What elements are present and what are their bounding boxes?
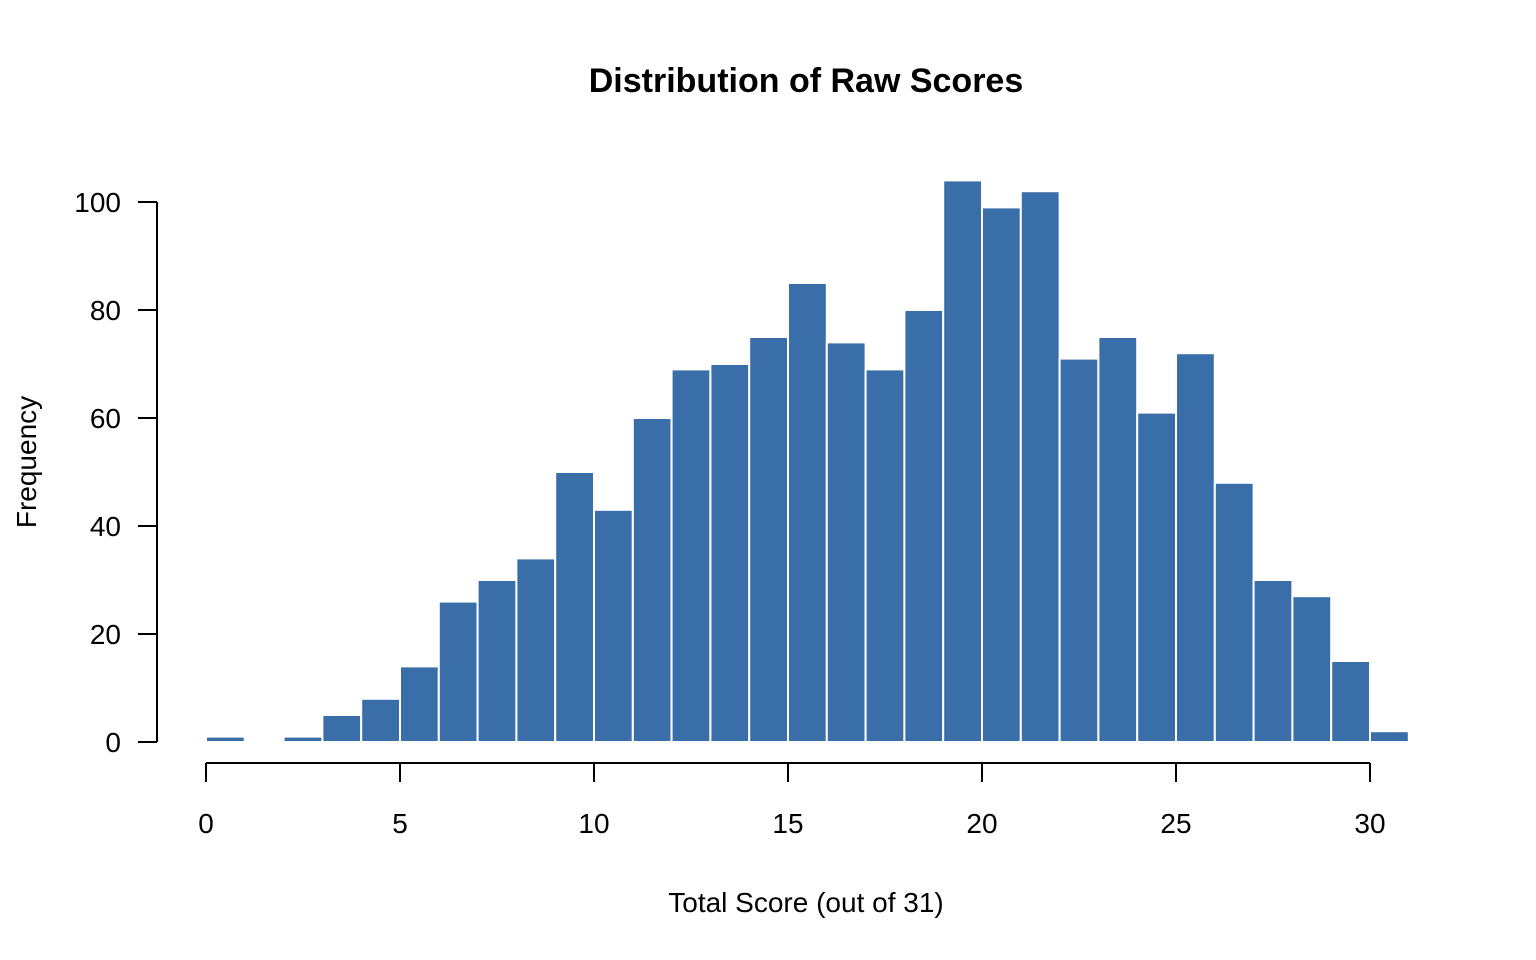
histogram-bar-3-4 [321,714,363,743]
histogram-bar-19-20 [942,179,984,743]
histogram-bar-26-27 [1213,481,1255,743]
histogram-bar-14-15 [748,336,790,743]
y-tick-label-100: 100 [74,187,121,218]
histogram-bar-8-9 [515,557,557,744]
histogram-bar-15-16 [787,282,828,743]
histogram-bar-13-14 [709,363,751,743]
y-tick-label-80: 80 [90,295,121,326]
histogram-bar-9-10 [554,471,596,743]
histogram-bar-20-21 [981,206,1022,743]
y-axis: 0 20 40 60 80 100 [74,187,158,758]
x-tick-label-10: 10 [578,808,609,839]
histogram-bar-21-22 [1019,190,1061,743]
histogram-bar-6-7 [437,600,479,743]
bars-group [205,179,1410,744]
x-tick-label-5: 5 [392,808,408,839]
x-tick-label-0: 0 [198,808,214,839]
histogram-bar-4-5 [360,697,402,743]
histogram-bar-2-3 [282,735,324,743]
histogram-bar-23-24 [1097,336,1139,743]
histogram-bar-18-19 [903,309,945,743]
x-tick-label-30: 30 [1354,808,1385,839]
x-tick-label-15: 15 [772,808,803,839]
histogram-bar-5-6 [399,665,440,744]
histogram-bar-27-28 [1252,579,1294,743]
y-tick-label-20: 20 [90,619,121,650]
histogram-bar-25-26 [1175,352,1216,743]
y-tick-label-0: 0 [105,727,121,758]
histogram-bar-16-17 [825,341,867,743]
histogram-bar-0-1 [205,735,246,743]
x-axis: 0 5 10 15 20 25 30 [198,762,1386,839]
histogram-bar-28-29 [1291,595,1333,744]
y-tick-label-40: 40 [90,511,121,542]
x-tick-label-20: 20 [966,808,997,839]
histogram-bar-24-25 [1136,411,1177,743]
x-axis-label: Total Score (out of 31) [668,887,943,918]
y-tick-label-60: 60 [90,403,121,434]
histogram-bar-29-30 [1330,660,1371,743]
x-tick-label-25: 25 [1160,808,1191,839]
histogram-bar-10-11 [593,508,634,743]
histogram-bar-17-18 [864,368,906,743]
histogram-bar-11-12 [631,417,673,743]
histogram-bar-30-31 [1369,730,1410,744]
histogram-bar-22-23 [1058,357,1100,743]
y-axis-label: Frequency [11,396,42,528]
histogram-bar-12-13 [670,368,712,743]
chart-title: Distribution of Raw Scores [589,62,1024,100]
histogram-bar-7-8 [476,579,518,743]
